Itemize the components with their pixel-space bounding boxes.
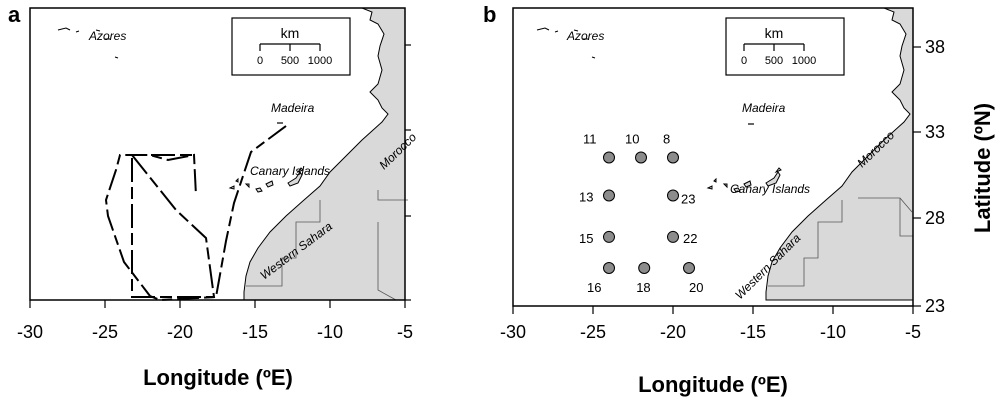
panel-b-x-axis-title: Longitude (ºE) — [638, 372, 788, 397]
panel-b-label-madeira: Madeira — [742, 101, 786, 115]
panel-b-y-tick-labels: 38 33 28 23 — [925, 37, 945, 316]
panel-b-y-axis-title: Latitude (ºN) — [970, 103, 995, 233]
panel-a-scale-bar: km 0 500 1000 — [231, 17, 351, 76]
station-label: 15 — [579, 231, 593, 246]
panel-a-x-tick: -30 — [17, 322, 43, 342]
station-label: 11 — [583, 132, 597, 147]
panel-a-scale-tick-2: 1000 — [308, 55, 332, 67]
panel-a-canary-islands — [228, 167, 304, 193]
station-marker — [683, 262, 695, 275]
station-label: 18 — [636, 280, 650, 295]
panel-b-canary-islands — [706, 167, 782, 193]
panel-b-label-canary: Canary Islands — [730, 182, 810, 196]
station-label: 10 — [625, 132, 639, 147]
station-marker — [603, 262, 615, 275]
panel-b: b Azores Madeira Canary Islands Moroc — [483, 2, 995, 397]
panel-a-scale-tick-0: 0 — [257, 55, 263, 67]
station-label: 16 — [587, 280, 601, 295]
panel-a-x-tick: -25 — [92, 322, 118, 342]
station-marker — [667, 189, 679, 202]
panel-b-y-tick: 33 — [925, 122, 945, 142]
panel-b-scale-tick-1: 500 — [765, 55, 783, 67]
station-marker — [667, 151, 679, 164]
panel-a-label-azores: Azores — [88, 29, 126, 43]
panel-b-scale-tick-0: 0 — [741, 55, 747, 67]
panel-a-x-tick-marks — [29, 300, 406, 308]
panel-a-x-tick: -20 — [167, 322, 193, 342]
panel-b-land — [765, 7, 914, 301]
panel-a-frame — [29, 7, 406, 301]
panel-a-label-canary: Canary Islands — [250, 164, 330, 178]
panel-a-x-tick: -5 — [397, 322, 413, 342]
panel-a-x-tick: -15 — [242, 322, 268, 342]
station-marker — [635, 151, 647, 164]
station-marker — [603, 189, 615, 202]
panel-a-x-tick: -10 — [317, 322, 343, 342]
panel-a-x-tick-labels: -30 -25 -20 -15 -10 -5 — [17, 322, 413, 342]
panel-b-scale-bar: km 0 500 1000 — [725, 17, 845, 76]
panel-a-cruise-track — [104, 125, 287, 302]
station-marker — [603, 151, 615, 164]
panel-b-x-tick-labels: -30 -25 -20 -15 -10 -5 — [500, 322, 921, 342]
panel-b-frame — [512, 7, 914, 307]
panel-a-cruise-track-inner — [131, 154, 216, 298]
panel-a-y-ticks — [405, 44, 411, 301]
panel-b-stations: 11 10 8 13 23 15 22 16 18 20 — [579, 132, 703, 296]
panel-b-y-tick: 38 — [925, 37, 945, 57]
station-marker — [667, 230, 679, 243]
station-marker — [638, 262, 651, 275]
panel-a-border-mauritania — [377, 222, 397, 301]
panel-a-scale-unit: km — [281, 25, 300, 41]
panel-b-x-tick: -25 — [580, 322, 606, 342]
panel-b-y-tick-marks — [913, 46, 921, 307]
panel-b-letter: b — [483, 2, 496, 27]
panel-b-x-tick: -15 — [740, 322, 766, 342]
panel-a-land — [243, 7, 406, 301]
station-marker — [603, 230, 615, 243]
panel-b-border-mauritania — [899, 198, 913, 237]
panel-b-x-tick: -20 — [660, 322, 686, 342]
panel-a-label-madeira: Madeira — [271, 101, 315, 115]
panel-b-x-tick: -5 — [905, 322, 921, 342]
panel-a-x-axis-title: Longitude (ºE) — [143, 365, 293, 390]
panel-b-y-tick: 23 — [925, 296, 945, 316]
panel-b-scale-unit: km — [765, 25, 784, 41]
panel-b-x-tick: -30 — [500, 322, 526, 342]
panel-a-letter: a — [8, 2, 21, 27]
panel-a-azores-islands — [57, 27, 119, 59]
panel-b-y-tick: 28 — [925, 208, 945, 228]
panel-a-border-wsahara — [246, 200, 321, 287]
station-label: 13 — [579, 189, 593, 204]
panel-b-border-wsahara — [768, 200, 843, 287]
panel-a-border-morocco — [377, 190, 408, 201]
panel-b-x-tick-marks — [512, 306, 914, 314]
station-label: 23 — [681, 191, 695, 206]
panel-b-scale-tick-2: 1000 — [792, 55, 816, 67]
panel-b-x-tick: -10 — [820, 322, 846, 342]
station-label: 20 — [689, 280, 703, 295]
panel-a: a Azores Madeira Can — [8, 2, 419, 390]
station-label: 8 — [663, 132, 670, 147]
panel-a-scale-tick-1: 500 — [281, 55, 299, 67]
panel-b-azores-islands — [536, 27, 596, 59]
station-label: 22 — [683, 231, 697, 246]
panel-b-label-azores: Azores — [566, 29, 604, 43]
